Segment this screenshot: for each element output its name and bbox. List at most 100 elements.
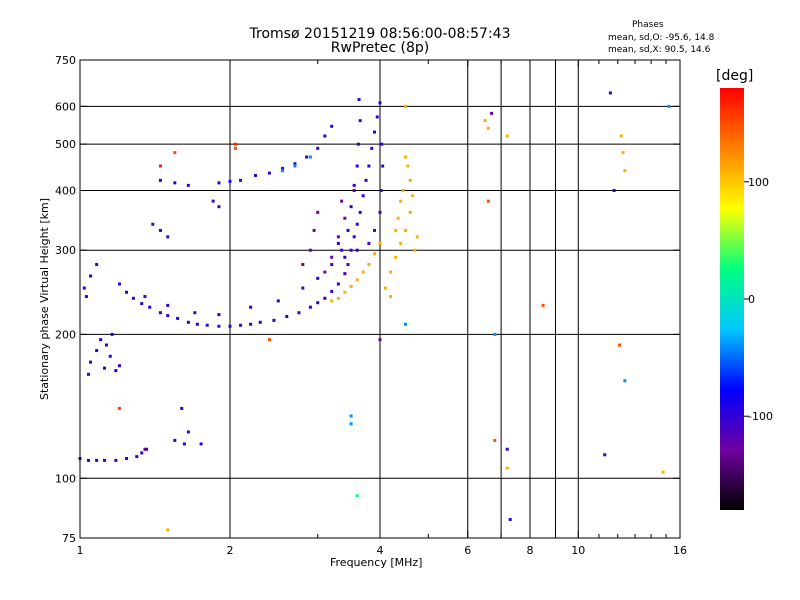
data-point <box>217 313 221 317</box>
data-point <box>343 290 347 294</box>
data-point <box>323 270 327 274</box>
data-point <box>151 222 155 226</box>
data-point <box>541 303 545 307</box>
colorbar-label: [deg] <box>716 68 754 84</box>
data-point <box>267 338 271 342</box>
data-point <box>103 458 107 462</box>
data-point <box>158 311 162 315</box>
data-point <box>323 296 327 300</box>
grid-lines <box>80 60 680 538</box>
data-point <box>661 470 665 474</box>
data-point <box>349 205 353 209</box>
data-point <box>505 466 509 470</box>
data-point <box>373 252 377 256</box>
data-point <box>173 181 177 185</box>
data-point <box>621 151 625 155</box>
data-point <box>408 210 412 214</box>
data-point <box>158 164 162 168</box>
data-point <box>211 199 215 203</box>
data-point <box>217 181 221 185</box>
data-point <box>199 442 203 446</box>
data-point <box>330 124 334 128</box>
data-point <box>239 323 243 327</box>
data-point <box>103 366 107 370</box>
data-point <box>396 216 400 220</box>
data-point <box>336 235 340 239</box>
data-point <box>349 414 353 418</box>
data-point <box>330 255 334 259</box>
data-point <box>301 286 305 290</box>
data-point <box>95 349 99 353</box>
data-point <box>114 369 118 373</box>
data-point <box>301 263 305 267</box>
data-point <box>608 91 612 95</box>
data-point <box>378 241 382 245</box>
data-point <box>361 194 365 198</box>
data-point <box>249 305 253 309</box>
data-point <box>358 210 362 214</box>
data-point <box>336 282 340 286</box>
data-point <box>114 458 118 462</box>
y-tick-label: 75 <box>62 532 76 545</box>
data-point <box>493 438 497 442</box>
data-point <box>612 188 616 192</box>
data-point <box>623 169 627 173</box>
data-point <box>330 289 334 293</box>
y-tick-label: 600 <box>55 100 76 113</box>
data-point <box>355 494 359 498</box>
data-point <box>399 241 403 245</box>
data-point <box>158 228 162 232</box>
data-point <box>166 303 170 307</box>
data-point <box>285 314 289 318</box>
data-point <box>493 332 497 336</box>
data-point <box>352 188 356 192</box>
data-point <box>233 142 237 146</box>
colorbar-tick-label: 100 <box>748 176 769 189</box>
data-point <box>110 332 114 336</box>
data-point <box>343 272 347 276</box>
data-point <box>95 263 99 267</box>
data-point <box>346 263 350 267</box>
data-point <box>406 164 410 168</box>
data-point <box>346 228 350 232</box>
data-point <box>415 235 419 239</box>
data-point <box>667 104 671 108</box>
data-point <box>186 430 190 434</box>
data-point <box>312 228 316 232</box>
y-axis-ticks: 75 100 200 300 400 500 600 750 <box>55 54 680 545</box>
data-point <box>375 115 379 119</box>
data-point <box>143 295 147 299</box>
colorbar-tick-label: 0 <box>748 293 755 306</box>
data-point <box>403 155 407 159</box>
data-point <box>403 228 407 232</box>
data-point <box>378 210 382 214</box>
data-point <box>305 155 309 159</box>
data-point <box>217 205 221 209</box>
data-point <box>84 295 88 299</box>
data-point <box>505 447 509 451</box>
data-point <box>389 295 393 299</box>
x-axis-label: Frequency [MHz] <box>330 556 423 569</box>
data-point <box>253 173 257 177</box>
data-point <box>195 322 199 326</box>
data-point <box>89 360 93 364</box>
data-point <box>358 119 362 123</box>
data-point <box>186 320 190 324</box>
data-point <box>486 126 490 130</box>
data-point <box>125 290 129 294</box>
data-points <box>78 91 671 532</box>
data-point <box>370 146 374 150</box>
data-point <box>355 222 359 226</box>
data-point <box>343 216 347 220</box>
data-point <box>378 101 382 105</box>
data-point <box>258 320 262 324</box>
data-point <box>228 179 232 183</box>
data-point <box>173 438 177 442</box>
data-point <box>293 164 297 168</box>
chart-title: Tromsø 20151219 08:56:00-08:57:43 <box>249 26 511 42</box>
data-point <box>166 314 170 318</box>
data-point <box>355 248 359 252</box>
data-point <box>82 286 86 290</box>
data-point <box>86 372 90 376</box>
colorbar-tick-label: -100 <box>748 410 773 423</box>
